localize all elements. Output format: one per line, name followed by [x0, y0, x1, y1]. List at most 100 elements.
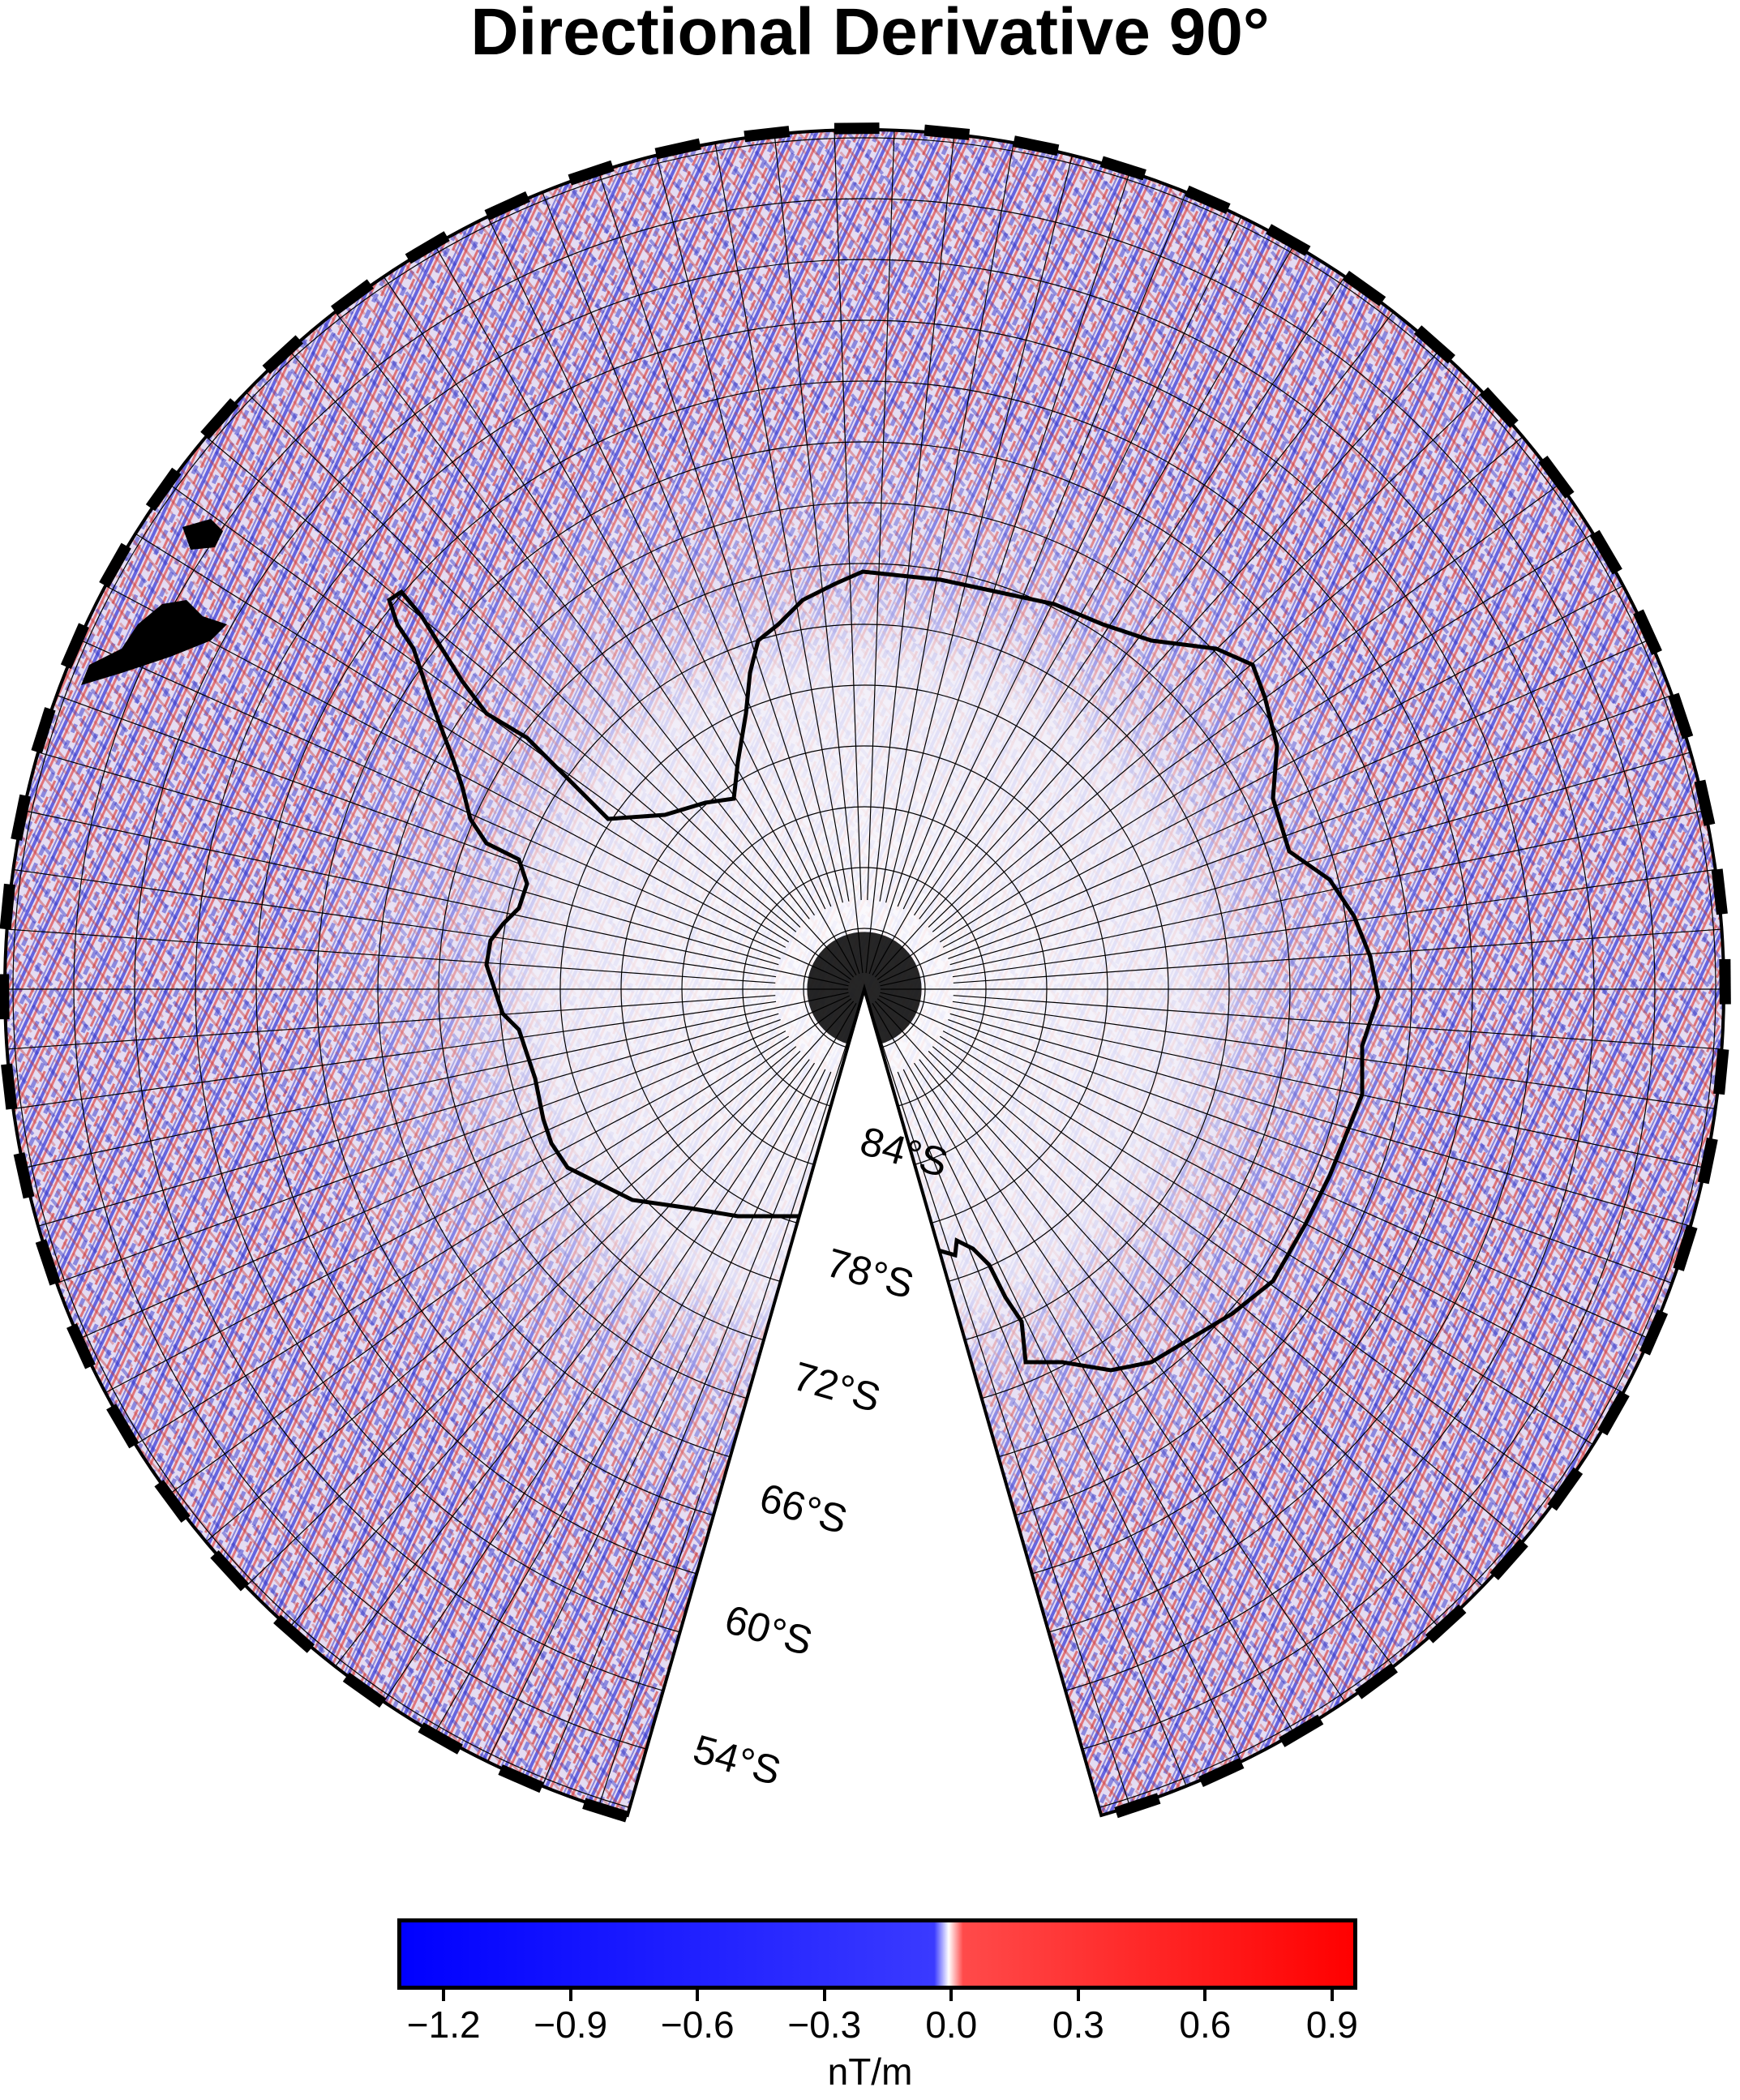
- colorbar-tick: [822, 1990, 826, 2001]
- frame-segment: [1694, 779, 1716, 826]
- frame-segment: [582, 1798, 629, 1823]
- frame-segment: [1099, 156, 1146, 181]
- meridian-line: [37, 1013, 779, 1227]
- meridian-line: [434, 1003, 857, 1734]
- frame-segment: [654, 138, 701, 160]
- frame-segment: [1, 1063, 18, 1110]
- frame-segment: [200, 398, 239, 439]
- frame-segment: [262, 335, 303, 375]
- meridian-line: [948, 1019, 1673, 1284]
- meridian-line: [486, 216, 826, 910]
- meridian-line: [879, 142, 1014, 902]
- meridian-line: [834, 1078, 862, 1815]
- meridian-line: [13, 868, 777, 978]
- meridian-line: [598, 1004, 860, 1807]
- meridian-line: [655, 155, 843, 903]
- meridian-line: [874, 1001, 1440, 1629]
- meridian-line: [383, 276, 815, 916]
- frame-segment: [1425, 1604, 1467, 1644]
- meridian-line: [902, 1069, 1242, 1762]
- lat-label-78: 78°S: [821, 1240, 919, 1308]
- frame-segment: [145, 467, 182, 512]
- meridian-line: [879, 995, 1650, 1339]
- colorbar-tick-label: 0.3: [1052, 2004, 1104, 2046]
- meridian-line: [942, 585, 1624, 948]
- meridian-line: [135, 533, 790, 943]
- meridian-line: [919, 311, 1395, 919]
- meridian-line: [867, 130, 895, 901]
- south-america-coastline: [81, 600, 227, 685]
- meridian-line: [868, 171, 1131, 975]
- frame-segment: [66, 1323, 96, 1369]
- meridian-line: [872, 244, 1295, 975]
- meridian-line: [714, 142, 850, 902]
- meridian-line: [897, 1071, 1187, 1787]
- colorbar-tick-label: 0.6: [1179, 2004, 1232, 2046]
- meridian-line: [897, 191, 1187, 907]
- frame-segment: [31, 707, 56, 754]
- meridian-line: [434, 244, 857, 975]
- frame-segment: [60, 623, 89, 669]
- meridian-line: [942, 1031, 1624, 1394]
- colorbar-tick-label: −0.6: [660, 2004, 735, 2046]
- meridian-line: [872, 1003, 1295, 1734]
- meridian-line: [246, 1050, 801, 1587]
- meridian-line: [952, 1001, 1716, 1110]
- meridian-line: [879, 639, 1650, 984]
- lat-label-60: 60°S: [720, 1596, 817, 1665]
- colorbar-tick: [1203, 1990, 1207, 2001]
- colorbar-tick-label: 0.9: [1305, 2004, 1358, 2046]
- meridian-line: [289, 349, 855, 978]
- meridian-line: [24, 992, 849, 1168]
- meridian-line: [874, 349, 1440, 978]
- colorbar-tick-label: −0.9: [534, 2004, 608, 2046]
- meridian-line: [542, 191, 832, 907]
- meridian-line: [949, 1013, 1691, 1227]
- meridian-line: [868, 1004, 1131, 1807]
- frame-segment: [1633, 609, 1662, 655]
- colorbar-tick: [1330, 1990, 1334, 2001]
- meridian-line: [486, 1069, 826, 1762]
- colorbar-tick-label: 0.0: [925, 2004, 978, 2046]
- meridian-line: [876, 483, 1560, 980]
- frame-segment: [1354, 1663, 1398, 1699]
- frame-segment: [1538, 456, 1575, 499]
- meridian-line: [948, 694, 1673, 959]
- colorbar-tick: [442, 1990, 446, 2001]
- frame-segment: [1479, 387, 1519, 428]
- lat-label-54: 54°S: [688, 1726, 786, 1794]
- meridian-line: [105, 585, 786, 948]
- frame-segment: [418, 1722, 463, 1755]
- frame-segment: [484, 191, 530, 221]
- colorbar-tick: [568, 1990, 572, 2001]
- frame-segment: [1489, 1539, 1528, 1580]
- colorbar-tick: [949, 1990, 954, 2001]
- frame-segment: [1266, 224, 1311, 256]
- lat-label-72: 72°S: [788, 1353, 885, 1421]
- meridian-line: [949, 752, 1691, 966]
- frame-segment: [924, 124, 971, 140]
- meridian-line: [37, 752, 779, 966]
- frame-segment: [13, 1152, 35, 1199]
- meridian-line: [902, 216, 1242, 910]
- frame-segment: [1597, 1391, 1630, 1436]
- frame-segment: [1279, 1714, 1324, 1747]
- frame-segment: [1711, 868, 1728, 915]
- meridian-line: [334, 1059, 810, 1667]
- frame-segment: [498, 1764, 544, 1794]
- frame-segment: [1185, 185, 1231, 214]
- meridian-line: [6, 928, 776, 984]
- frame-segment: [1697, 1138, 1718, 1185]
- frame-segment: [1668, 692, 1694, 739]
- meridian-line: [135, 1035, 790, 1446]
- frame-segment: [1589, 529, 1622, 575]
- meridian-line: [383, 1062, 815, 1703]
- frame-ticks: [0, 122, 1731, 1823]
- frame-segment: [1198, 1758, 1245, 1787]
- meridian-line: [876, 998, 1560, 1495]
- meridian-line: [289, 1001, 855, 1629]
- meridian-line: [79, 995, 850, 1339]
- meridian-line: [865, 134, 955, 974]
- colorbar-tick-label: −1.2: [406, 2004, 481, 2046]
- colorbar: [397, 1918, 1357, 1990]
